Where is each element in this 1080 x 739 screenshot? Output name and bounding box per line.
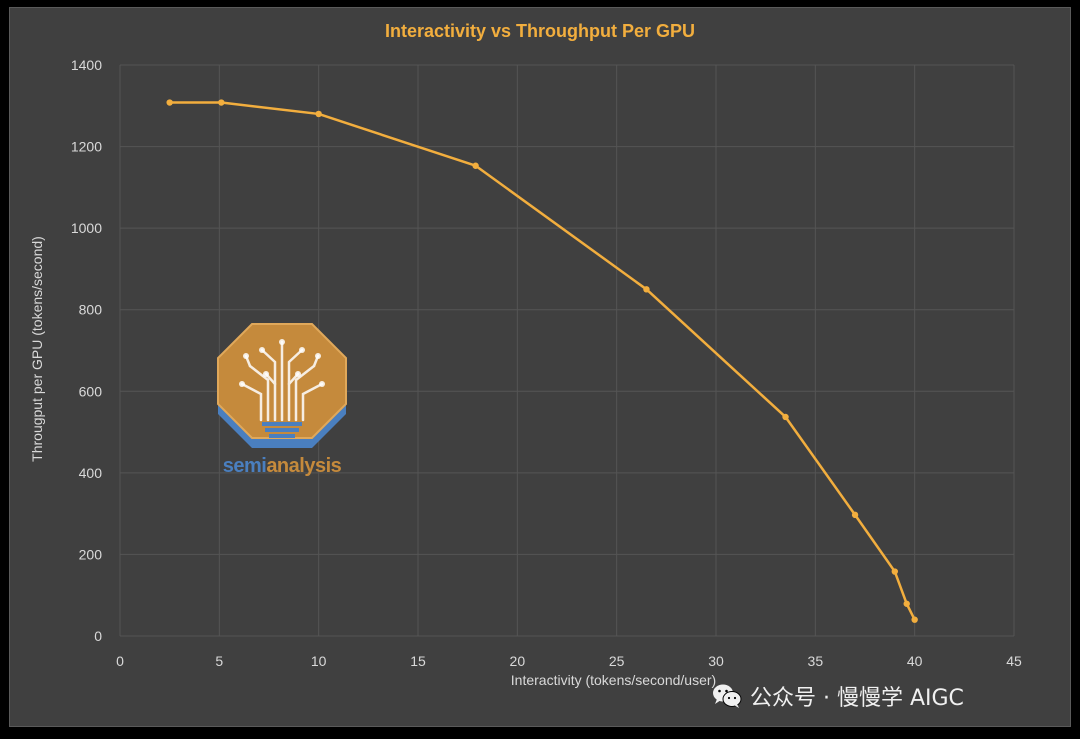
data-point [472, 162, 479, 169]
x-tick-label: 10 [311, 653, 327, 669]
chart-panel: Interactivity vs Throughput Per GPU [9, 7, 1071, 727]
x-tick-label: 5 [215, 653, 223, 669]
y-tick-label: 1400 [71, 57, 102, 73]
data-point [315, 110, 322, 118]
x-tick-label: 25 [609, 653, 625, 669]
logo-text: semianalysis [222, 455, 342, 477]
x-tick-label: 40 [907, 653, 923, 669]
y-tick-label: 200 [79, 546, 103, 562]
y-tick-label: 1000 [71, 220, 102, 236]
x-tick-label: 0 [116, 653, 124, 669]
data-point [891, 568, 898, 575]
semianalysis-logo: semianalysis [212, 322, 352, 482]
watermark-text: 公众号 · 慢慢学 AIGC [750, 686, 964, 711]
x-tick-label: 30 [708, 653, 724, 669]
y-tick-label: 1200 [71, 139, 102, 155]
y-tick-label: 400 [79, 465, 103, 481]
data-point [643, 286, 650, 293]
x-tick-label: 35 [808, 653, 824, 669]
y-tick-label: 800 [79, 302, 103, 318]
data-point [782, 413, 789, 421]
y-tick-label: 0 [94, 628, 102, 644]
wechat-icon [713, 684, 742, 708]
x-tick-label: 45 [1006, 653, 1022, 669]
y-axis-label: Througput per GPU (tokens/second) [29, 236, 45, 462]
data-point [851, 511, 859, 519]
x-tick-label: 20 [510, 653, 526, 669]
data-point [218, 99, 225, 106]
x-axis-label: Interactivity (tokens/second/user) [510, 672, 717, 688]
tick-labels: 0 200 400 600 800 1000 1200 1400 0 5 10 15 20 25 30 35 4… [71, 57, 1022, 669]
series-group [166, 99, 918, 623]
grid-lines [119, 64, 1015, 637]
y-tick-label: 600 [79, 383, 103, 399]
x-tick-label: 15 [410, 653, 426, 669]
data-point [911, 616, 918, 623]
tree-circuit-octagon-icon [217, 323, 347, 448]
wechat-watermark: 公众号 · 慢慢学 AIGC [712, 676, 964, 716]
chart-title: Interactivity vs Throughput Per GPU [384, 21, 696, 41]
data-point [166, 99, 173, 106]
series-line [169, 101, 916, 621]
data-point [903, 600, 910, 607]
